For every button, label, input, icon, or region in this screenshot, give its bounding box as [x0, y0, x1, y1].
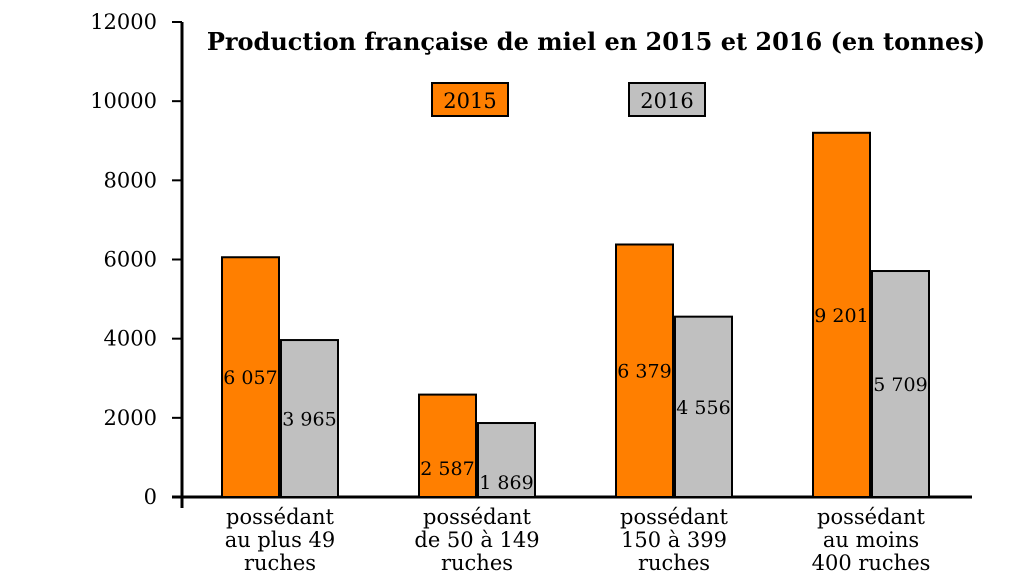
legend-label-2016: 2016	[640, 89, 693, 113]
bar-2016-2	[674, 315, 733, 498]
category-label-line: possédant	[423, 505, 532, 529]
y-tick-label: 10000	[90, 89, 157, 113]
bar-value-label: 3 965	[282, 409, 336, 431]
bar-value-label: 4 556	[676, 397, 730, 419]
bar-value-label: 5 709	[873, 374, 927, 396]
category-label-line: de 50 à 149	[414, 528, 539, 552]
bar-2015-2	[615, 243, 674, 498]
bar-value-label: 9 201	[814, 305, 868, 327]
category-label-line: possédant	[817, 505, 926, 529]
value-labels: 6 057 2 587 6 379 9 201 3 965 1 869 4 556 5 709	[223, 305, 927, 494]
category-label-line: ruches	[244, 551, 316, 575]
category-label-line: ruches	[638, 551, 710, 575]
bar-value-label: 6 057	[223, 367, 277, 389]
bar-2015-1	[418, 393, 477, 499]
bar-2016-1	[477, 422, 536, 498]
bar-2015-0	[221, 256, 280, 498]
legend-swatch-2016	[628, 82, 706, 117]
legend-swatch-2015	[431, 82, 509, 117]
y-tick-label: 8000	[104, 168, 157, 192]
category-label-line: au moins	[823, 528, 919, 552]
category-label-line: possédant	[620, 505, 729, 529]
bars	[221, 131, 930, 499]
category-label-line: 400 ruches	[812, 551, 931, 575]
y-tick-label: 2000	[104, 406, 157, 430]
y-tick-label: 4000	[104, 327, 157, 351]
y-tick-label: 12000	[90, 10, 157, 34]
legend-label-2015: 2015	[443, 89, 496, 113]
bar-value-label: 1 869	[479, 472, 533, 494]
category-label-line: au plus 49	[225, 528, 336, 552]
category-label-line: possédant	[226, 505, 335, 529]
bar-2016-0	[280, 339, 339, 499]
bar-value-label: 6 379	[617, 361, 671, 383]
bar-2015-3	[812, 131, 871, 498]
category-label-line: 150 à 399	[621, 528, 727, 552]
y-tick-label: 0	[144, 485, 157, 509]
bar-2016-3	[871, 270, 930, 498]
bar-value-label: 2 587	[420, 458, 474, 480]
chart-title: Production française de miel en 2015 et …	[207, 27, 985, 56]
y-tick-label: 6000	[104, 248, 157, 272]
y-ticks: 0 2000 4000 6000 8000 10000 12000	[90, 10, 182, 509]
category-label-line: ruches	[441, 551, 513, 575]
legend: 2015 2016	[431, 82, 706, 117]
